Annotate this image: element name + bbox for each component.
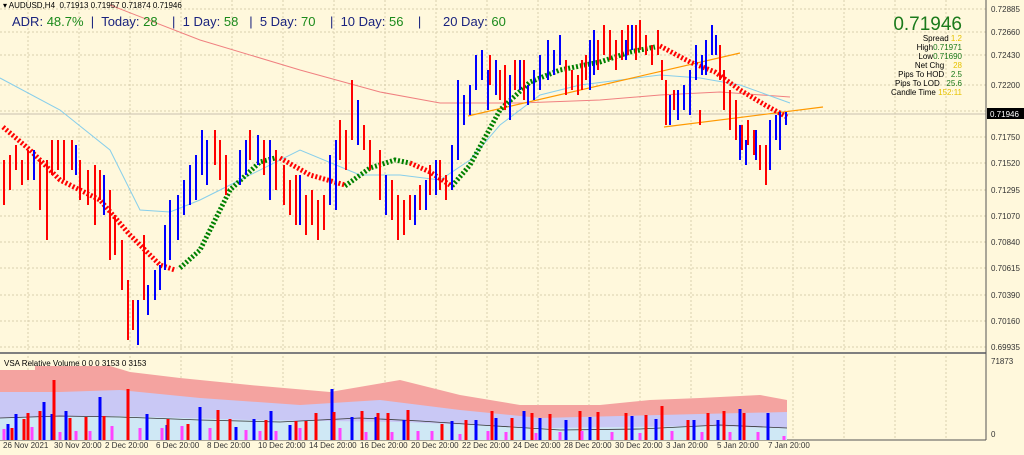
svg-text:71873: 71873 [991,357,1014,366]
separator: | [249,14,253,29]
separator: | [90,14,95,29]
ma-trend-red-4 [658,43,789,120]
ma-trend-green-2 [343,157,411,189]
adr-label: ADR: [12,14,44,29]
day20-label: 20 Day: [442,14,488,29]
price-bars [3,20,787,345]
svg-text:24 Dec 20:00: 24 Dec 20:00 [513,441,561,450]
svg-text:3 Jan 20:00: 3 Jan 20:00 [666,441,708,450]
day5-label: 5 Day: [259,14,298,29]
svg-text:0.72200: 0.72200 [991,81,1020,90]
svg-text:0.71520: 0.71520 [991,159,1020,168]
adr-value: 48.7% [46,14,84,29]
vsa-title: VSA Relative Volume 0 0 0 3153 0 3153 [4,359,147,368]
svg-text:0.72430: 0.72430 [991,51,1020,60]
svg-text:0.69935: 0.69935 [991,343,1020,352]
high-value: 0.71971 [933,43,962,52]
svg-text:30 Dec 20:00: 30 Dec 20:00 [615,441,663,450]
time-axis: 26 Nov 2021 30 Nov 20:00 2 Dec 20:00 6 Dec… [3,441,810,450]
svg-text:5 Jan 20:00: 5 Jan 20:00 [717,441,759,450]
lod-value: 25.6 [946,79,962,88]
ma-trend-green-1 [178,155,276,270]
netchg-label: Net Chg [914,61,945,70]
svg-text:0: 0 [991,430,996,439]
svg-text:0.70840: 0.70840 [991,238,1020,247]
low-label: Low [918,52,934,61]
day10-label: 10 Day: [340,14,386,29]
day1-label: 1 Day: [182,14,221,29]
spread-label: Spread [922,34,949,43]
hod-label: Pips To HOD [898,70,945,79]
svg-text:0.72660: 0.72660 [991,28,1020,37]
svg-text:26 Nov 2021: 26 Nov 2021 [3,441,49,450]
svg-text:0.70390: 0.70390 [991,291,1020,300]
symbol-label: AUDUSD,H4 [8,1,56,10]
svg-text:20 Dec 20:00: 20 Dec 20:00 [411,441,459,450]
svg-text:0.70160: 0.70160 [991,317,1020,326]
candle-time-label: Candle Time [890,88,936,97]
symbol-header: ▾ AUDUSD,H4 0.71913 0.71957 0.71874 0.71… [3,1,182,10]
current-price: 0.71946 [893,14,962,35]
volume-bars [2,380,786,440]
low-value: 0.71690 [933,52,962,61]
svg-text:16 Dec 20:00: 16 Dec 20:00 [360,441,408,450]
day20-value: 60 [491,14,506,29]
high-label: High [916,43,934,52]
price-axis: 0.72885 0.72660 0.72430 0.72200 0.71750 0.71… [991,5,1020,352]
svg-text:0.72885: 0.72885 [991,5,1020,14]
day10-value: 56 [389,14,404,29]
adr-bar: ADR: 48.7% | Today: 28 | 1 Day: 58 | 5 D… [12,14,506,29]
svg-text:22 Dec 20:00: 22 Dec 20:00 [462,441,510,450]
candle-time-value: 152:11 [938,88,962,97]
svg-text:30 Nov 20:00: 30 Nov 20:00 [54,441,102,450]
svg-text:8 Dec 20:00: 8 Dec 20:00 [207,441,251,450]
separator: | [417,14,422,29]
svg-text:0.70615: 0.70615 [991,264,1020,273]
svg-text:0.71070: 0.71070 [991,212,1020,221]
svg-text:28 Dec 20:00: 28 Dec 20:00 [564,441,612,450]
svg-text:7 Jan 20:00: 7 Jan 20:00 [768,441,810,450]
day5-value: 70 [301,14,316,29]
ohlc-values: 0.71913 0.71957 0.71874 0.71946 [59,1,182,10]
svg-text:0.71750: 0.71750 [991,133,1020,142]
svg-text:14 Dec 20:00: 14 Dec 20:00 [309,441,357,450]
separator: | [172,14,176,29]
svg-text:10 Dec 20:00: 10 Dec 20:00 [258,441,306,450]
volume-axis: 71873 0 [991,357,1014,439]
hod-value: 2.5 [950,70,962,79]
ma-fast-line [0,74,791,213]
separator: | [329,14,334,29]
today-value: 28 [143,14,158,29]
svg-text:0.71946: 0.71946 [990,110,1019,119]
today-label: Today: [101,14,140,29]
svg-text:6 Dec 20:00: 6 Dec 20:00 [156,441,200,450]
spread-value: 1.2 [950,34,962,43]
svg-text:2 Dec 20:00: 2 Dec 20:00 [105,441,149,450]
svg-text:0.71295: 0.71295 [991,186,1020,195]
lod-label: Pips To LOD [894,79,940,88]
netchg-value: 28 [953,61,962,70]
info-panel: 0.71946 Spread 1.2 High0.71971 Low0.7169… [890,14,962,97]
day1-value: 58 [223,14,239,29]
current-price-label [987,108,1024,119]
